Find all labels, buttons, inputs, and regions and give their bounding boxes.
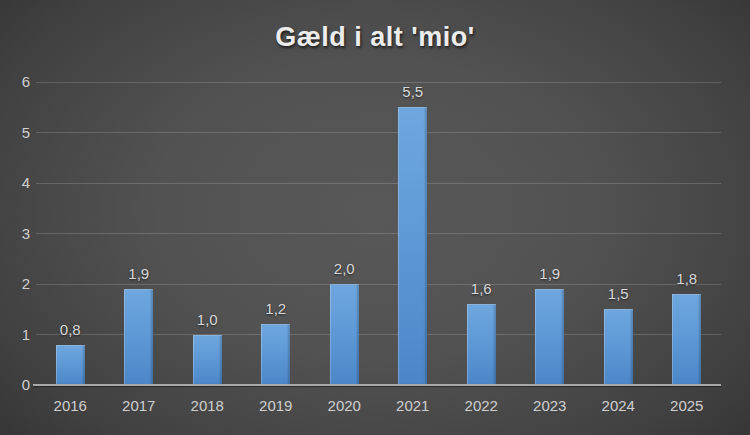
gridline — [36, 233, 721, 234]
x-axis-tick-label: 2023 — [516, 397, 584, 415]
x-axis-tick-label: 2020 — [310, 397, 378, 415]
bar-value-label: 2,0 — [314, 259, 374, 279]
bar — [330, 284, 359, 385]
bar — [604, 309, 633, 385]
bar — [535, 289, 564, 385]
x-axis-tick-label: 2018 — [173, 397, 241, 415]
bar — [124, 289, 153, 385]
x-axis-tick-label: 2022 — [447, 397, 515, 415]
bar-value-label: 1,2 — [246, 299, 306, 319]
x-axis-tick-label: 2016 — [36, 397, 104, 415]
chart-title: Gæld i alt 'mio' — [0, 22, 750, 53]
y-axis-tick-label: 2 — [0, 276, 30, 292]
x-axis-tick-label: 2024 — [584, 397, 652, 415]
x-axis-tick-label: 2017 — [105, 397, 173, 415]
x-axis-tick-label: 2025 — [653, 397, 721, 415]
bar-value-label: 1,0 — [177, 310, 237, 330]
gridline — [36, 82, 721, 83]
y-axis-tick-label: 5 — [0, 125, 30, 141]
bar — [672, 294, 701, 385]
x-axis-tick-label: 2021 — [379, 397, 447, 415]
bar-value-label: 1,9 — [520, 264, 580, 284]
chart-area: Gæld i alt 'mio' 0 1 2 3 4 5 6 0,8 2016 1,9 2017 1,… — [0, 0, 750, 435]
bar-value-label: 1,5 — [588, 284, 648, 304]
gridline — [36, 132, 721, 133]
bar — [467, 304, 496, 385]
bar-value-label: 0,8 — [40, 320, 100, 340]
bar-value-label: 5,5 — [383, 82, 443, 102]
bar-value-label: 1,8 — [657, 269, 717, 289]
bar — [261, 324, 290, 385]
x-axis-line — [33, 384, 721, 386]
bar — [398, 107, 427, 385]
x-axis-tick-label: 2019 — [242, 397, 310, 415]
y-axis-tick-label: 4 — [0, 175, 30, 191]
y-axis-tick-label: 3 — [0, 226, 30, 242]
bar — [193, 335, 222, 386]
bar-value-label: 1,9 — [109, 264, 169, 284]
y-axis-tick-label: 1 — [0, 327, 30, 343]
bar-value-label: 1,6 — [451, 279, 511, 299]
y-axis-tick-label: 6 — [0, 74, 30, 90]
y-axis-tick-label: 0 — [0, 377, 30, 393]
bar — [56, 345, 85, 385]
gridline — [36, 183, 721, 184]
